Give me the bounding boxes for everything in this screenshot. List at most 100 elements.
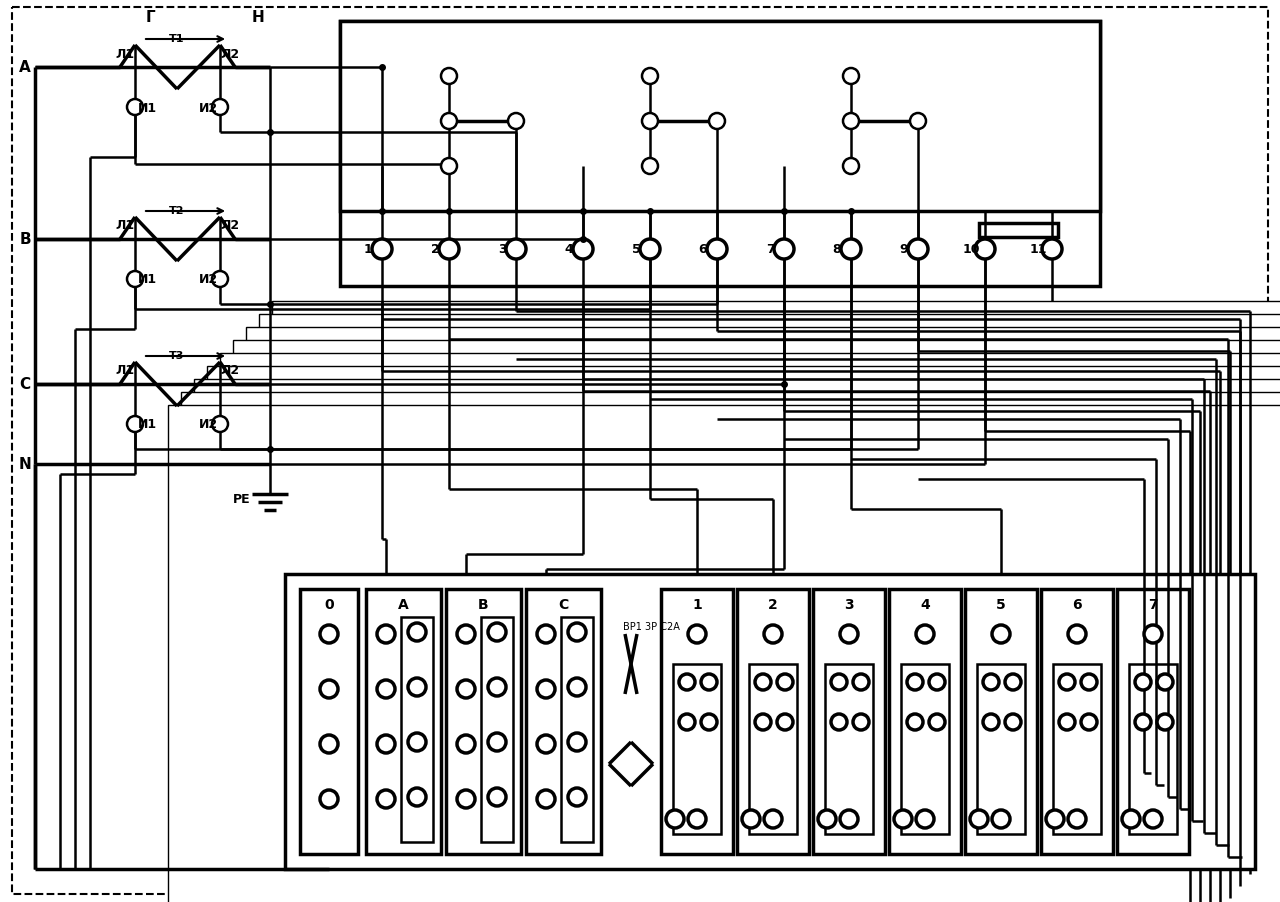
Circle shape: [442, 159, 457, 175]
Circle shape: [1005, 714, 1021, 731]
Text: И2: И2: [198, 273, 218, 286]
Text: N: N: [19, 457, 32, 472]
Bar: [737, 589, 809, 854]
Text: Г: Г: [145, 11, 155, 25]
Circle shape: [488, 788, 506, 806]
Circle shape: [970, 810, 988, 828]
Bar: [366, 589, 442, 854]
Bar: [401, 617, 433, 842]
Bar: [1053, 664, 1101, 834]
Bar: [526, 589, 602, 854]
Circle shape: [678, 675, 695, 690]
Circle shape: [127, 272, 143, 288]
Text: B: B: [477, 597, 488, 612]
Text: И2: И2: [198, 418, 218, 431]
Circle shape: [840, 625, 858, 643]
Circle shape: [457, 680, 475, 698]
Circle shape: [764, 810, 782, 828]
Text: Л2: Л2: [220, 364, 239, 377]
Circle shape: [755, 714, 771, 731]
Bar: [273, 301, 1280, 882]
Bar: [749, 664, 797, 834]
Circle shape: [910, 114, 925, 130]
Circle shape: [568, 623, 586, 641]
Bar: [1041, 589, 1114, 854]
Bar: [965, 589, 1037, 854]
Text: 5: 5: [631, 244, 640, 256]
Circle shape: [1157, 675, 1172, 690]
Bar: [246, 327, 1280, 902]
Text: A: A: [398, 597, 408, 612]
Circle shape: [992, 625, 1010, 643]
Text: 9: 9: [900, 244, 909, 256]
Circle shape: [929, 675, 945, 690]
Bar: [979, 224, 1059, 238]
Bar: [259, 315, 1280, 895]
Text: ВР1 3Р С2А: ВР1 3Р С2А: [622, 621, 680, 631]
Circle shape: [666, 810, 684, 828]
Circle shape: [408, 678, 426, 696]
Circle shape: [929, 714, 945, 731]
Bar: [561, 617, 593, 842]
Text: Т1: Т1: [169, 34, 184, 44]
Circle shape: [1144, 810, 1162, 828]
Circle shape: [408, 623, 426, 641]
Bar: [340, 22, 1100, 212]
Circle shape: [378, 625, 396, 643]
Bar: [673, 664, 721, 834]
Circle shape: [983, 675, 998, 690]
Text: И1: И1: [137, 101, 156, 115]
Circle shape: [488, 733, 506, 751]
Circle shape: [764, 625, 782, 643]
Circle shape: [709, 114, 724, 130]
Bar: [168, 406, 1280, 902]
Circle shape: [774, 240, 794, 260]
Circle shape: [488, 678, 506, 696]
Text: И1: И1: [137, 418, 156, 431]
Text: PE: PE: [233, 493, 251, 506]
Bar: [233, 341, 1280, 902]
Text: 2: 2: [768, 597, 778, 612]
Circle shape: [643, 159, 658, 175]
Text: 6: 6: [699, 244, 708, 256]
Text: 7: 7: [765, 244, 774, 256]
Circle shape: [852, 714, 869, 731]
Text: 10: 10: [963, 244, 979, 256]
Bar: [813, 589, 884, 854]
Text: Н: Н: [252, 11, 265, 25]
Bar: [826, 664, 873, 834]
Text: И2: И2: [198, 101, 218, 115]
Bar: [285, 575, 1254, 869]
Circle shape: [442, 69, 457, 85]
Circle shape: [1059, 675, 1075, 690]
Circle shape: [777, 675, 794, 690]
Circle shape: [568, 788, 586, 806]
Circle shape: [643, 69, 658, 85]
Circle shape: [840, 810, 858, 828]
Circle shape: [1157, 714, 1172, 731]
Circle shape: [1005, 675, 1021, 690]
Circle shape: [1046, 810, 1064, 828]
Circle shape: [320, 790, 338, 808]
Text: C: C: [558, 597, 568, 612]
Circle shape: [818, 810, 836, 828]
Circle shape: [457, 790, 475, 808]
Text: И1: И1: [137, 273, 156, 286]
Circle shape: [908, 714, 923, 731]
Text: Т2: Т2: [169, 206, 184, 216]
Text: Л1: Л1: [115, 219, 134, 232]
Bar: [1129, 664, 1178, 834]
Circle shape: [439, 240, 460, 260]
Bar: [300, 589, 358, 854]
Text: 4: 4: [920, 597, 929, 612]
Bar: [660, 589, 733, 854]
Circle shape: [844, 114, 859, 130]
Circle shape: [831, 675, 847, 690]
Circle shape: [378, 680, 396, 698]
Text: 8: 8: [833, 244, 841, 256]
Circle shape: [506, 240, 526, 260]
Circle shape: [1042, 240, 1062, 260]
Text: Л1: Л1: [115, 364, 134, 377]
Bar: [445, 589, 521, 854]
Bar: [1117, 589, 1189, 854]
